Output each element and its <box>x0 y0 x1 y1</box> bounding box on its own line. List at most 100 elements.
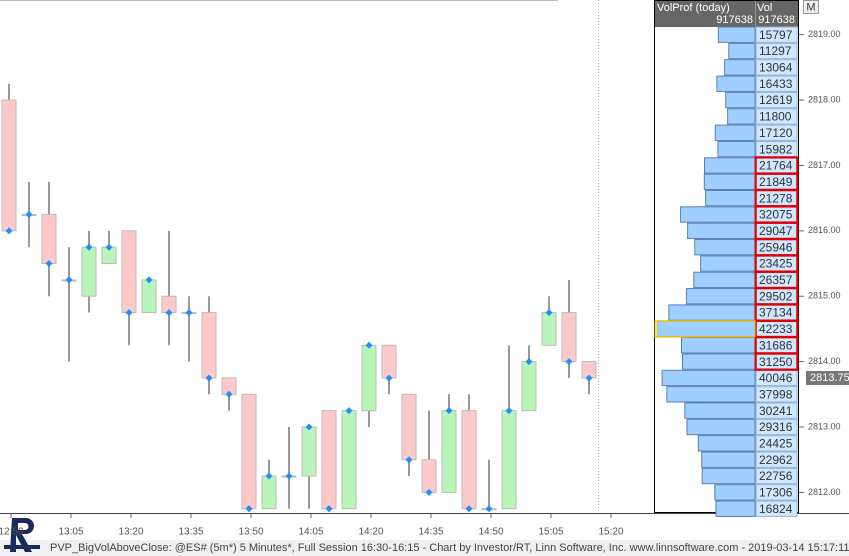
volume-cell <box>755 467 798 485</box>
candle-body <box>361 344 377 412</box>
volume-cell <box>755 59 798 76</box>
volume-label: 29502 <box>759 289 793 303</box>
close-marker <box>65 276 73 284</box>
y-tick-label: 2813.00 <box>808 421 841 431</box>
volume-label: 29047 <box>759 224 793 238</box>
last-price-label: 2813.75 <box>810 372 849 384</box>
profile-title: VolProf (today) <box>657 2 730 14</box>
volume-cell <box>755 484 798 501</box>
volume-cell <box>755 500 798 517</box>
close-marker <box>85 243 93 251</box>
logo-mark <box>10 518 34 552</box>
volume-bar <box>701 451 756 468</box>
menu-button-label[interactable]: M <box>806 1 815 13</box>
volume-label: 31250 <box>759 355 793 369</box>
volume-label: 16824 <box>759 502 793 516</box>
volume-cell <box>755 402 798 419</box>
volume-cell <box>755 435 798 452</box>
close-marker <box>185 309 193 317</box>
volume-bar <box>686 418 756 436</box>
volume-bar <box>724 59 756 76</box>
volume-cell <box>755 75 798 92</box>
candle-body <box>561 312 577 363</box>
candle-body <box>461 410 477 510</box>
candle-body <box>381 344 397 379</box>
profile-header <box>655 1 798 27</box>
y-tick-label: 2817.00 <box>808 160 841 170</box>
volume-label: 21764 <box>759 159 793 173</box>
volume-label: 37998 <box>759 387 793 401</box>
volume-label: 29316 <box>759 420 793 434</box>
volume-bar <box>728 42 756 60</box>
last-price-tag <box>806 370 849 385</box>
volume-cell <box>755 26 798 43</box>
y-tick-label: 2815.00 <box>808 291 841 301</box>
close-marker <box>245 505 253 513</box>
volume-label: 31686 <box>759 338 793 352</box>
candle-body <box>1 99 17 232</box>
volume-bar <box>681 353 756 370</box>
y-tick-label: 2818.00 <box>808 94 841 104</box>
volume-label: 16433 <box>759 77 793 91</box>
close-marker <box>585 374 593 382</box>
volume-bar <box>668 304 756 321</box>
candle-body <box>301 426 317 477</box>
volume-bar <box>694 239 756 256</box>
volume-cell <box>755 42 798 60</box>
y-tick-label: 2816.00 <box>808 225 841 235</box>
close-marker <box>225 390 233 398</box>
volume-cell <box>755 386 798 403</box>
status-bar <box>0 540 849 556</box>
volume-label: 15797 <box>759 28 793 42</box>
volume-label: 17120 <box>759 126 793 140</box>
x-tick-label: 15:05 <box>538 527 563 538</box>
volume-label: 13064 <box>759 61 793 75</box>
volume-bar <box>697 435 756 452</box>
volume-bar <box>656 320 756 338</box>
volume-label: 26357 <box>759 273 793 287</box>
x-tick-label: 14:35 <box>418 527 443 538</box>
volume-bar <box>684 402 756 419</box>
volume-label: 22962 <box>759 453 793 467</box>
volume-label: 23425 <box>759 257 793 271</box>
candle-body <box>321 410 337 510</box>
close-marker <box>385 374 393 382</box>
poc-marker <box>654 320 756 338</box>
volume-label: 40046 <box>759 371 793 385</box>
volume-label: 11800 <box>759 110 792 124</box>
x-tick-label: 14:50 <box>478 527 503 538</box>
column-total: 917638 <box>758 14 795 26</box>
volume-bar <box>661 369 756 387</box>
candle-body <box>41 214 57 265</box>
volume-label: 42233 <box>759 322 793 336</box>
y-tick-label: 2819.00 <box>808 29 841 39</box>
candle-body <box>261 475 277 510</box>
logo <box>4 518 40 552</box>
close-marker <box>465 505 473 513</box>
volume-bar <box>715 500 756 517</box>
close-marker <box>525 358 533 366</box>
volume-label: 15982 <box>759 142 793 156</box>
logo-band <box>4 545 40 549</box>
x-tick-label: 13:20 <box>118 527 143 538</box>
close-marker <box>265 472 273 480</box>
candle-body <box>501 410 517 510</box>
volume-bar <box>703 157 756 174</box>
candle-body <box>401 393 417 461</box>
volume-label: 22756 <box>759 469 793 483</box>
volume-bar <box>701 467 756 485</box>
volume-bar <box>687 222 756 240</box>
volume-bar <box>727 108 756 125</box>
close-marker <box>305 423 313 431</box>
candle-body <box>141 279 157 314</box>
candle-body <box>81 246 97 297</box>
candles <box>1 83 597 513</box>
volume-label: 32075 <box>759 208 793 222</box>
menu-button[interactable] <box>803 0 819 14</box>
close-marker <box>5 227 13 235</box>
close-marker <box>445 407 453 415</box>
volume-cell <box>755 124 798 141</box>
volume-bar <box>705 189 756 207</box>
volume-bar <box>725 91 756 109</box>
candle-body <box>241 393 257 510</box>
